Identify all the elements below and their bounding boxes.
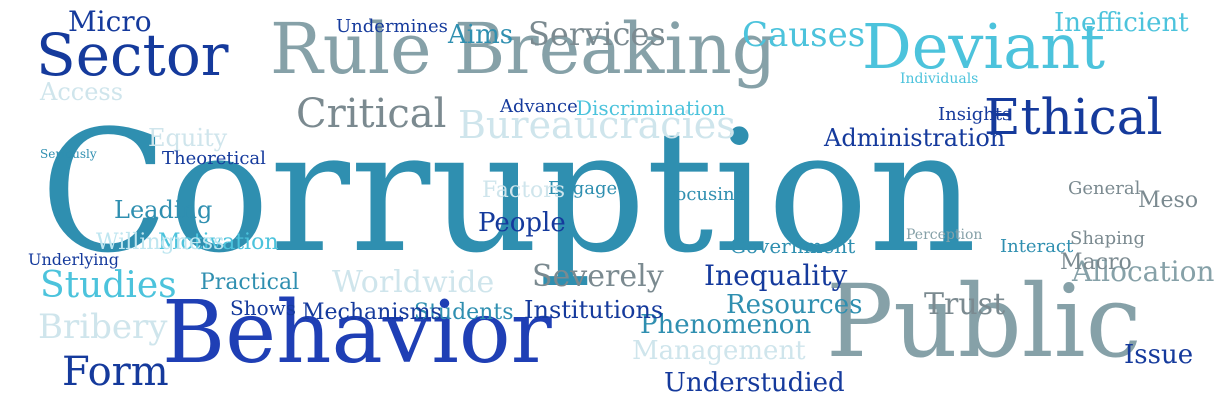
word: Discrimination xyxy=(576,96,726,120)
word: Factors xyxy=(482,178,566,203)
word: Mechanisms xyxy=(302,300,442,325)
word: Phenomenon xyxy=(640,310,812,340)
word: Ethical xyxy=(984,88,1163,146)
word: Seriously xyxy=(40,147,97,161)
word: Leading xyxy=(114,196,213,224)
word: Engage xyxy=(548,178,618,199)
word: Inefficient xyxy=(1054,8,1189,38)
word: Form xyxy=(62,349,169,395)
word: Theoretical xyxy=(162,148,266,169)
word: Studies xyxy=(40,265,177,306)
word: Worldwide xyxy=(332,265,495,300)
word: Individuals xyxy=(900,71,979,87)
word: Practical xyxy=(200,270,300,295)
word: Government xyxy=(730,234,856,258)
word: Public xyxy=(826,263,1142,380)
word: Perception xyxy=(906,227,983,243)
word: Equity xyxy=(148,124,228,152)
word: Underlying xyxy=(28,250,119,269)
word: Shows xyxy=(230,296,297,320)
word: Macro xyxy=(1060,250,1132,275)
word: Management xyxy=(632,336,806,366)
word: Understudied xyxy=(664,368,845,398)
word: People xyxy=(478,208,566,238)
word: Micro xyxy=(68,5,152,38)
word: Causes xyxy=(742,15,866,55)
word: Meso xyxy=(1138,188,1199,213)
word: Shaping xyxy=(1070,228,1146,249)
word: Services xyxy=(528,15,666,53)
word: Inequality xyxy=(704,259,848,292)
word: Access xyxy=(40,78,124,106)
word: Students xyxy=(414,300,514,325)
word: Sector xyxy=(36,21,229,89)
word: Institutions xyxy=(524,296,664,324)
word: Undermines xyxy=(336,16,448,37)
word: Motivation xyxy=(158,230,279,255)
word: Bribery xyxy=(38,307,168,347)
word: Severely xyxy=(532,259,664,294)
word: Aims xyxy=(448,20,514,50)
word: Advance xyxy=(500,96,578,117)
word: Administration xyxy=(824,124,1006,152)
word: Bureaucracies xyxy=(458,103,736,147)
word: Critical xyxy=(296,91,447,137)
word: Focusing xyxy=(664,184,747,205)
word: Issue xyxy=(1124,340,1194,370)
word: Rule Breaking xyxy=(270,8,777,90)
word: Resources xyxy=(726,290,863,320)
word: Behavior xyxy=(162,283,552,383)
word: Allocation xyxy=(1072,255,1215,288)
word: Trust xyxy=(924,287,1006,322)
word: Interact xyxy=(1000,236,1074,257)
word: General xyxy=(1068,178,1141,199)
word: Deviant xyxy=(862,10,1106,83)
word: Corruption xyxy=(40,94,977,290)
word: Insights xyxy=(938,104,1012,125)
word: Willingness xyxy=(96,230,225,255)
